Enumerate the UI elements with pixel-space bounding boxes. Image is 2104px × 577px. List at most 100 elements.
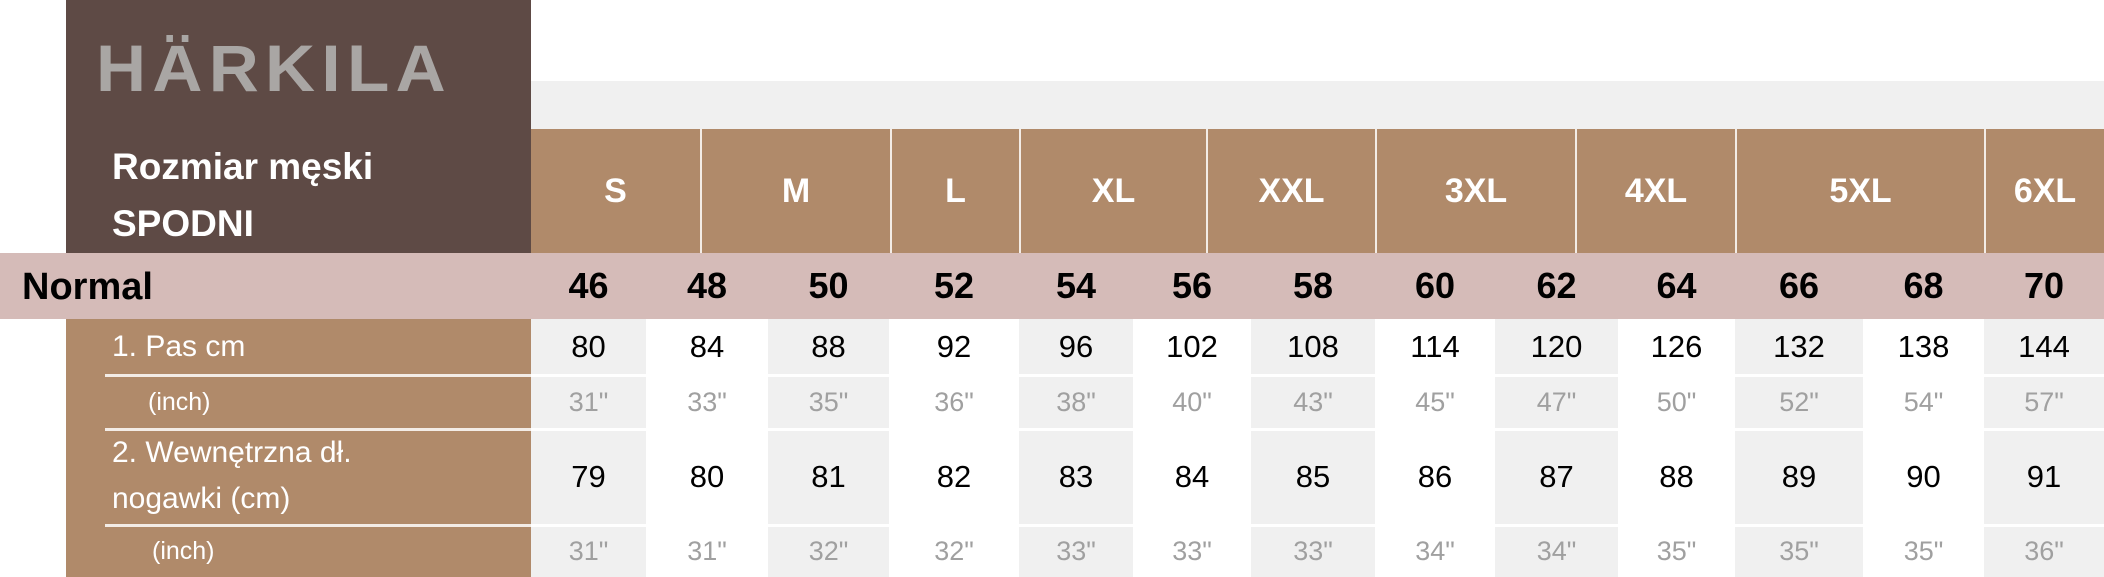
table-cell: 45" [1415,386,1455,417]
table-cell: 34" [1536,535,1577,566]
table-cell: 36" [2024,535,2064,566]
table-cell: 87 [1539,459,1574,494]
table-cell: 84 [689,329,725,364]
fit-label: Normal [22,266,153,308]
table-cell: 85 [1295,459,1331,494]
table-cell: 102 [1166,329,1218,364]
table-cell: 36" [934,386,974,417]
column-stripe [646,319,768,577]
eu-size-50: 50 [808,265,849,306]
row-label-waist-cm: 1. Pas cm [112,330,246,363]
divider [105,428,531,431]
row-divider [531,524,2104,527]
eu-size-70: 70 [2023,265,2065,306]
eu-size-68: 68 [1903,265,1944,306]
table-cell: 32" [808,535,849,566]
size-header-xl: XL [1019,129,1206,253]
table-cell: 89 [1781,459,1817,494]
table-cell: 84 [1174,459,1210,494]
eu-size-66: 66 [1778,265,1820,306]
column-stripe [1735,319,1863,577]
eu-size-56: 56 [1171,265,1213,306]
column-stripe [1375,319,1495,577]
table-cell: 43" [1293,386,1333,417]
table-cell: 40" [1172,386,1212,417]
chart-title-line2: SPODNI [112,203,254,244]
table-cell: 54" [1903,386,1944,417]
table-cell: 81 [811,459,846,494]
harkila-logo: HÄRKILA [96,31,452,105]
eu-size-46: 46 [568,265,609,306]
table-cell: 96 [1058,329,1094,364]
table-cell: 120 [1530,329,1583,364]
table-cell: 31" [687,535,727,566]
column-stripe [1133,319,1251,577]
fit-row [0,253,2104,319]
column-stripe [1495,319,1618,577]
table-cell: 57" [2024,386,2064,417]
size-header-3xl: 3XL [1375,129,1575,253]
column-stripe [531,319,646,577]
table-cell: 80 [689,459,725,494]
table-cell: 35" [808,386,849,417]
eu-size-54: 54 [1055,265,1097,306]
table-cell: 33" [1172,535,1212,566]
table-cell: 126 [1650,329,1703,364]
eu-size-62: 62 [1536,265,1577,306]
size-header-l: L [890,129,1019,253]
table-cell: 90 [1906,459,1941,494]
column-stripe [889,319,1019,577]
chart-title-line1: Rozmiar męski [112,146,374,187]
table-cell: 52" [1779,386,1819,417]
column-stripe [1019,319,1133,577]
eu-size-60: 60 [1414,265,1456,306]
table-cell: 144 [2018,329,2070,364]
size-header-xxl: XXL [1206,129,1375,253]
row-label-inseam-line2: nogawki (cm) [112,482,291,515]
eu-size-52: 52 [933,265,975,306]
column-stripe [1251,319,1375,577]
row-label-waist-inch: (inch) [148,388,211,416]
size-header-s: S [604,171,627,210]
table-cell: 32" [934,535,974,566]
size-header-row [531,129,2104,253]
table-cell: 33" [1293,535,1333,566]
row-divider [531,374,2104,377]
row-divider [531,428,2104,431]
table-cell: 92 [936,329,972,364]
table-cell: 35" [1656,535,1697,566]
table-cell: 88 [1659,459,1694,494]
table-cell: 138 [1897,329,1950,364]
divider [105,524,531,527]
table-cell: 86 [1417,459,1453,494]
table-cell: 50" [1656,386,1697,417]
table-cell: 91 [2026,459,2062,494]
measurement-label-column [66,319,531,577]
table-cell: 132 [1773,329,1825,364]
size-header-6xl: 6XL [1984,129,2104,253]
table-cell: 108 [1287,329,1339,364]
table-cell: 31" [568,535,609,566]
table-cell: 47" [1536,386,1577,417]
column-stripe [768,319,889,577]
eu-size-58: 58 [1292,265,1334,306]
size-header-5xl: 5XL [1735,129,1984,253]
column-stripe [1618,319,1735,577]
table-cell: 82 [936,459,972,494]
column-stripe [1984,319,2104,577]
table-cell: 83 [1058,459,1094,494]
table-cell: 35" [1903,535,1944,566]
table-cell: 34" [1415,535,1455,566]
eu-size-64: 64 [1656,265,1697,306]
size-header-m: M [700,129,890,253]
table-cell: 35" [1779,535,1819,566]
table-cell: 79 [571,459,606,494]
table-cell: 33" [1056,535,1096,566]
row-label-inseam-inch: (inch) [152,537,215,565]
eu-size-48: 48 [686,265,728,306]
brand-header-box [66,0,531,253]
column-stripe [1863,319,1984,577]
table-cell: 38" [1056,386,1096,417]
row-label-inseam-line1: 2. Wewnętrzna dł. [112,436,352,469]
table-cell: 80 [571,329,606,364]
